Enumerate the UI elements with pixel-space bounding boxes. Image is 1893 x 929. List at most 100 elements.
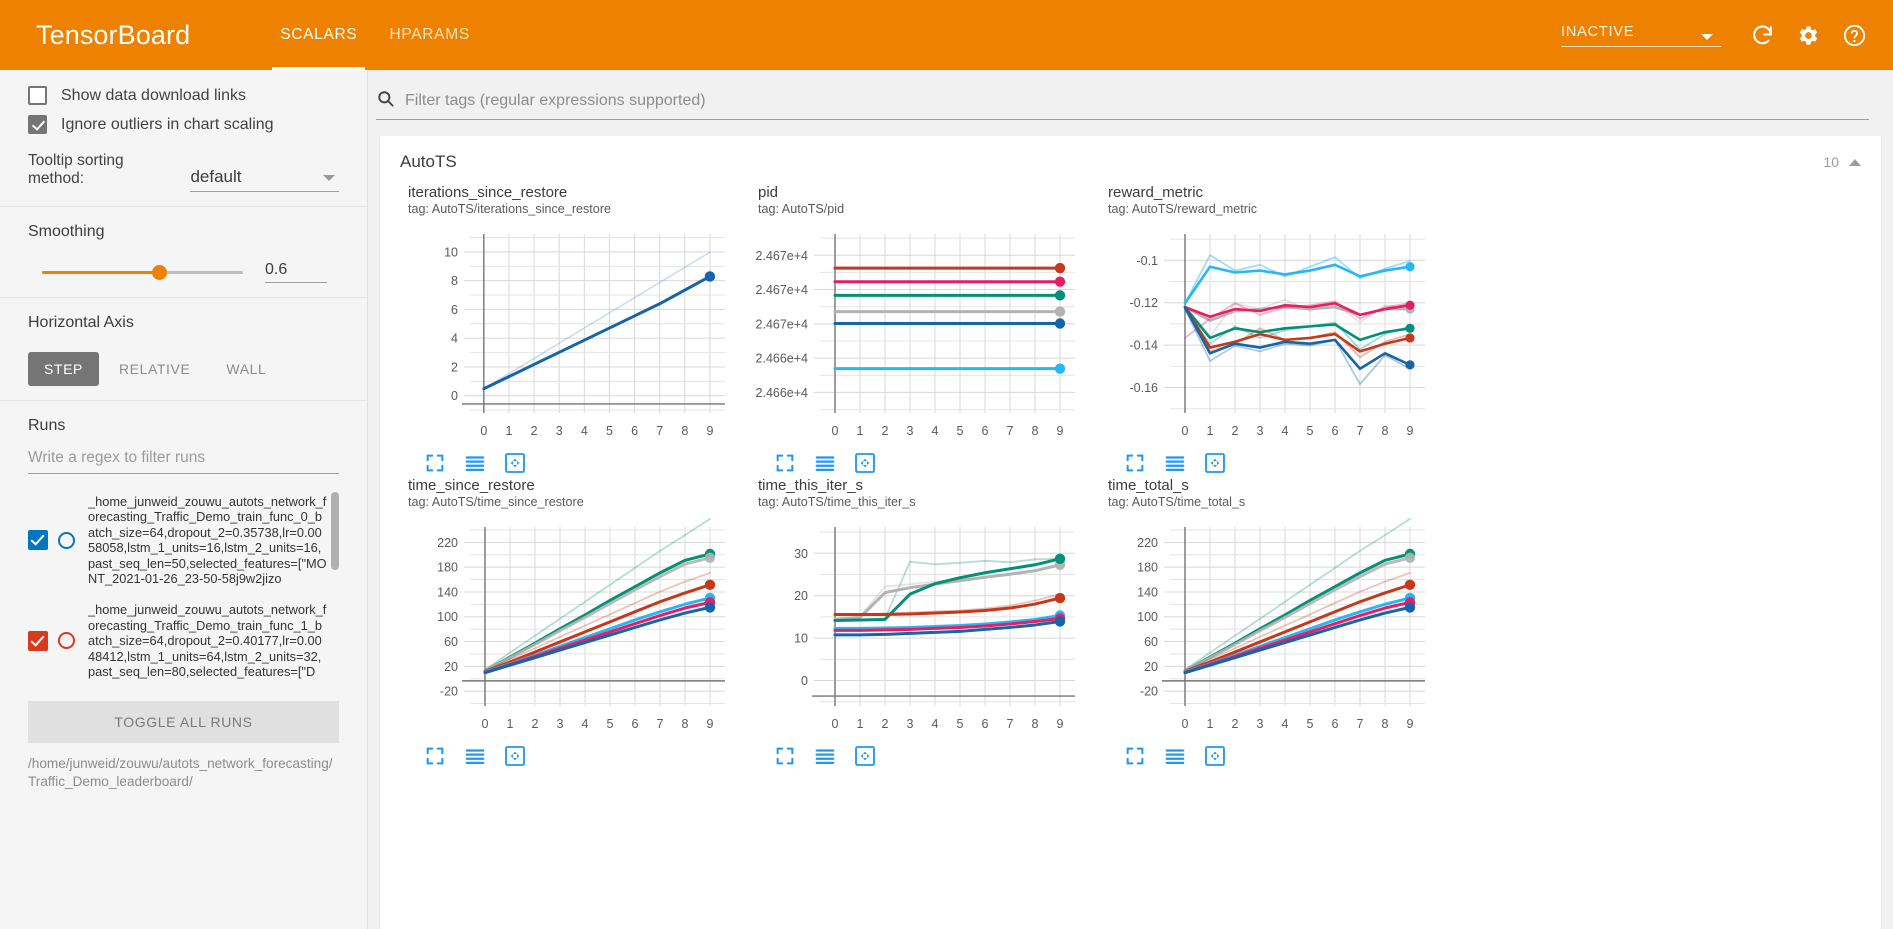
chart-card: time_since_restore tag: AutoTS/time_sinc… — [398, 477, 748, 770]
haxis-wall-button[interactable]: WALL — [226, 361, 267, 377]
svg-text:8: 8 — [682, 717, 689, 731]
fit-domain-icon[interactable] — [424, 452, 446, 479]
svg-text:4: 4 — [581, 424, 588, 438]
ignore-outliers-row[interactable]: Ignore outliers in chart scaling — [28, 115, 339, 134]
svg-text:2: 2 — [532, 717, 539, 731]
chart-card: time_total_s tag: AutoTS/time_total_s -2… — [1098, 477, 1448, 770]
filter-tags-placeholder: Filter tags (regular expressions support… — [405, 91, 706, 109]
toggle-all-runs-button[interactable]: TOGGLE ALL RUNS — [28, 701, 339, 744]
chart-card: time_this_iter_s tag: AutoTS/time_this_i… — [748, 477, 1098, 770]
list-item[interactable]: _home_junweid_zouwu_autots_network_forec… — [28, 488, 339, 592]
svg-text:5: 5 — [1307, 424, 1314, 438]
run-checkbox[interactable] — [28, 630, 48, 651]
smoothing-value-input[interactable]: 0.6 — [265, 261, 327, 283]
chart-tick-labels: -20 20 60 100 140 180 220 0 1 2 3 4 5 6 7 8 9 — [1137, 536, 1413, 731]
svg-text:-0.12: -0.12 — [1130, 296, 1159, 310]
svg-text:9: 9 — [1407, 717, 1414, 731]
chart-card: reward_metric tag: AutoTS/reward_metric … — [1098, 184, 1448, 477]
toggle-y-axis-icon[interactable] — [814, 452, 836, 479]
chart-axes — [462, 527, 725, 706]
svg-text:3: 3 — [1257, 424, 1264, 438]
svg-text:10: 10 — [444, 245, 458, 259]
toggle-y-axis-icon[interactable] — [464, 452, 486, 479]
toggle-y-axis-icon[interactable] — [464, 745, 486, 772]
ignore-outliers-checkbox[interactable] — [28, 115, 47, 134]
svg-text:6: 6 — [451, 303, 458, 317]
chart-toolbar — [1098, 745, 1448, 772]
tooltip-sorting-select[interactable]: default — [190, 167, 339, 192]
svg-text:9: 9 — [1057, 424, 1064, 438]
show-download-links-row[interactable]: Show data download links — [28, 86, 339, 105]
svg-text:0: 0 — [480, 424, 487, 438]
svg-text:4: 4 — [1282, 424, 1289, 438]
fit-domain-icon[interactable] — [774, 452, 796, 479]
expand-icon[interactable] — [504, 745, 526, 772]
fit-domain-icon[interactable] — [1124, 452, 1146, 479]
toggle-y-axis-icon[interactable] — [1164, 452, 1186, 479]
chart-plot[interactable]: 0 2 4 6 8 10 0 1 2 3 4 5 6 7 8 9 — [398, 220, 748, 450]
tab-hparams[interactable]: HPARAMS — [389, 26, 470, 43]
haxis-step-button[interactable]: STEP — [28, 352, 99, 386]
svg-text:2.467e+4: 2.467e+4 — [756, 249, 809, 263]
runs-filter-input[interactable]: Write a regex to filter runs — [28, 449, 339, 474]
expand-icon[interactable] — [504, 452, 526, 479]
svg-text:7: 7 — [657, 717, 664, 731]
chart-series — [482, 251, 716, 391]
chart-plot[interactable]: 2.466e+4 2.466e+4 2.467e+4 2.467e+4 2.467e+4… — [748, 220, 1098, 450]
svg-text:20: 20 — [444, 660, 458, 674]
fit-domain-icon[interactable] — [774, 745, 796, 772]
svg-text:5: 5 — [1307, 717, 1314, 731]
help-icon[interactable] — [1833, 14, 1875, 56]
chart-plot[interactable]: -20 20 60 100 140 180 220 0 1 2 3 4 5 6 7 8 9 — [1098, 513, 1448, 743]
run-color-dot[interactable] — [58, 531, 75, 549]
chevron-up-icon[interactable] — [1849, 158, 1861, 166]
svg-text:8: 8 — [1032, 717, 1039, 731]
chart-series — [1183, 517, 1416, 675]
chart-grid — [464, 234, 725, 413]
svg-text:6: 6 — [1332, 424, 1339, 438]
svg-text:8: 8 — [1382, 424, 1389, 438]
svg-text:7: 7 — [1007, 424, 1014, 438]
tooltip-sorting-row: Tooltip sorting method: default — [28, 152, 339, 192]
expand-icon[interactable] — [1204, 452, 1226, 479]
svg-text:3: 3 — [907, 424, 914, 438]
filter-tags-field[interactable]: Filter tags (regular expressions support… — [376, 89, 1869, 120]
fit-domain-icon[interactable] — [424, 745, 446, 772]
svg-text:1: 1 — [505, 424, 512, 438]
svg-text:0: 0 — [832, 424, 839, 438]
list-item[interactable]: _home_junweid_zouwu_autots_network_forec… — [28, 596, 339, 685]
expand-icon[interactable] — [854, 452, 876, 479]
refresh-icon[interactable] — [1741, 14, 1783, 56]
expand-icon[interactable] — [854, 745, 876, 772]
fit-domain-icon[interactable] — [1124, 745, 1146, 772]
show-download-links-checkbox[interactable] — [28, 86, 47, 105]
svg-text:3: 3 — [907, 717, 914, 731]
chart-grid — [1164, 527, 1425, 706]
toggle-y-axis-icon[interactable] — [1164, 745, 1186, 772]
runs-scrollbar[interactable] — [331, 492, 339, 570]
run-checkbox[interactable] — [28, 530, 48, 551]
tag-group-header[interactable]: AutoTS 10 — [380, 136, 1881, 180]
gear-icon[interactable] — [1787, 14, 1829, 56]
haxis-relative-button[interactable]: RELATIVE — [118, 361, 191, 377]
svg-text:6: 6 — [982, 424, 989, 438]
chart-plot[interactable]: 0 10 20 30 0 1 2 3 4 5 6 7 8 9 — [748, 513, 1098, 743]
svg-text:4: 4 — [932, 717, 939, 731]
chart-plot[interactable]: -20 20 60 100 140 180 220 0 1 2 3 4 5 6 7 8 9 — [398, 513, 748, 743]
run-color-dot[interactable] — [58, 632, 75, 650]
tag-group-count: 10 — [1823, 154, 1839, 170]
svg-text:1: 1 — [1207, 424, 1214, 438]
svg-text:10: 10 — [794, 632, 808, 646]
expand-icon[interactable] — [1204, 745, 1226, 772]
run-status-select[interactable]: INACTIVE — [1561, 24, 1721, 47]
svg-text:220: 220 — [437, 536, 458, 550]
tag-group-meta: 10 — [1823, 154, 1861, 170]
tab-scalars[interactable]: SCALARS — [264, 0, 373, 70]
chart-title: time_total_s — [1108, 477, 1189, 494]
slider-knob[interactable] — [152, 264, 167, 280]
chart-tick-labels: 2.466e+4 2.466e+4 2.467e+4 2.467e+4 2.467e+4… — [756, 249, 1064, 438]
toggle-y-axis-icon[interactable] — [814, 745, 836, 772]
smoothing-slider[interactable] — [28, 263, 243, 281]
chart-plot[interactable]: -0.16 -0.14 -0.12 -0.1 0 1 2 3 4 5 6 7 8 9 — [1098, 220, 1448, 450]
chart-title: pid — [758, 184, 779, 201]
